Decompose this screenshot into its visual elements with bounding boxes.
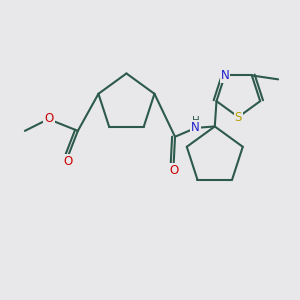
- Text: O: O: [169, 164, 178, 177]
- Text: O: O: [63, 155, 72, 168]
- Text: N: N: [191, 122, 200, 134]
- Text: O: O: [44, 112, 54, 125]
- Text: H: H: [192, 116, 200, 126]
- Text: S: S: [235, 110, 242, 124]
- Text: N: N: [220, 69, 229, 82]
